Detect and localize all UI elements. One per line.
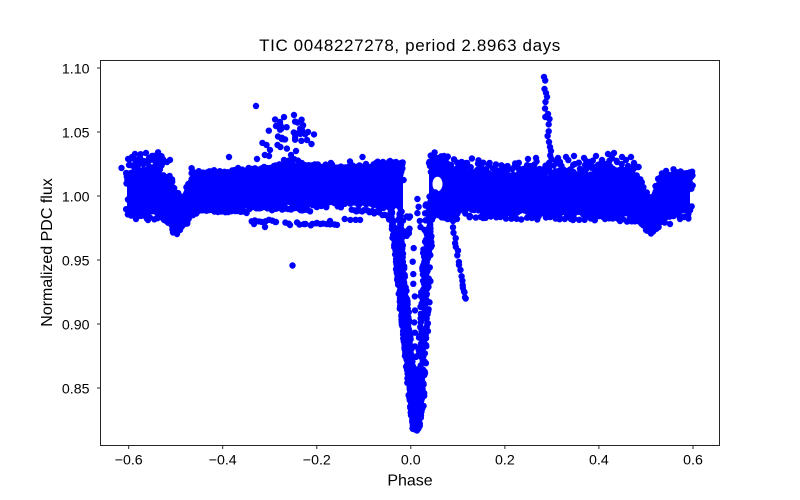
svg-text:0.4: 0.4	[589, 453, 609, 469]
svg-text:1.05: 1.05	[62, 125, 90, 141]
svg-text:−0.2: −0.2	[303, 453, 331, 469]
svg-text:0.2: 0.2	[495, 453, 515, 469]
svg-text:1.00: 1.00	[62, 189, 90, 205]
svg-text:0.85: 0.85	[62, 381, 90, 397]
svg-text:−0.4: −0.4	[209, 453, 237, 469]
svg-text:Phase: Phase	[387, 472, 432, 489]
svg-text:0.0: 0.0	[401, 453, 421, 469]
svg-text:TIC 0048227278, period 2.8963: TIC 0048227278, period 2.8963 days	[259, 36, 561, 55]
svg-text:1.10: 1.10	[62, 61, 90, 77]
svg-text:0.90: 0.90	[62, 317, 90, 333]
svg-text:−0.6: −0.6	[115, 453, 143, 469]
svg-text:0.95: 0.95	[62, 253, 90, 269]
svg-text:Normalized PDC flux: Normalized PDC flux	[39, 178, 56, 326]
svg-text:0.6: 0.6	[683, 453, 703, 469]
